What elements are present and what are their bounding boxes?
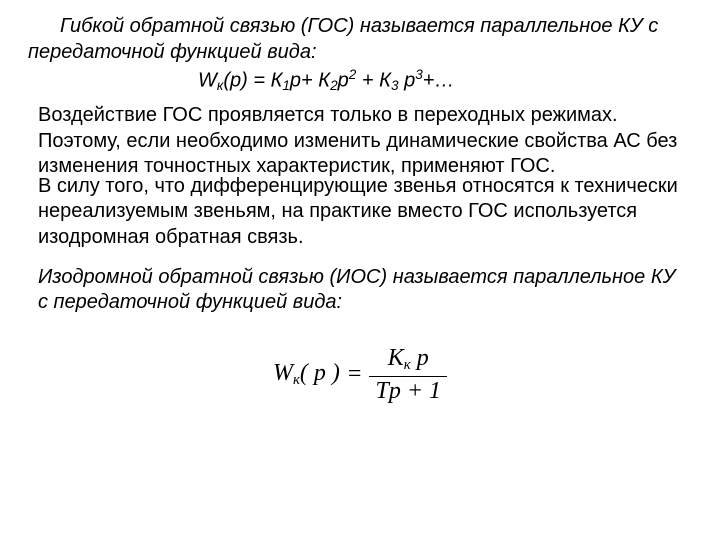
diff-links-paragraph: В силу того, что дифференцирующие звенья… [38,174,686,251]
ios-W-sub: к [293,372,300,388]
gos-definition: Гибкой обратной связью (ГОС) называется … [28,14,692,65]
ios-den-plus: + [401,378,429,404]
ios-den-p: p [389,378,401,404]
subscript-3: 3 [391,78,399,93]
ios-formula: Wк( p ) = Кк p Tp + 1 [273,346,447,404]
ios-formula-container: Wк( p ) = Кк p Tp + 1 [28,346,692,404]
ios-fraction-bar [369,376,447,377]
symbol-K1: К [271,70,283,92]
subscript-1: 1 [282,78,290,93]
subscript-2: 2 [330,78,338,93]
ios-arg-p: p [314,360,326,386]
ios-num-K: К [388,345,404,371]
page: Гибкой обратной связью (ГОС) называется … [0,0,720,540]
ios-den-one: 1 [429,378,441,404]
ios-denominator: Tp + 1 [369,379,447,404]
ios-arg-open: ( [300,360,314,386]
gos-formula: Wк(p) = К1p+ К2p2 + К3 p3+… [28,67,692,93]
ios-den-T: T [375,378,388,404]
ios-numerator: Кк p [382,346,435,374]
gos-effect-paragraph: Воздействие ГОС проявляется только в пер… [38,103,686,180]
symbol-p3: p [404,70,415,92]
ios-definition: Изодромной обратной связью (ИОС) называе… [38,265,686,316]
ellipsis: +… [423,70,455,92]
superscript-3: 3 [415,67,423,82]
plus-2: + [362,70,379,92]
ios-arg-close: ) [326,360,340,386]
ios-lhs: Wк( p ) [273,360,340,389]
lhs-arg: (p) = [223,70,270,92]
ios-num-p: p [417,345,429,371]
symbol-K2: К [318,70,330,92]
symbol-K3: К [379,70,391,92]
ios-num-K-sub: к [404,357,411,373]
symbol-W: W [198,70,217,92]
plus-1: + [301,70,318,92]
symbol-p2: p [338,70,349,92]
ios-fraction: Кк p Tp + 1 [369,346,447,404]
ios-W: W [273,360,293,386]
ios-equals: = [348,361,362,388]
symbol-p1: p [290,70,301,92]
